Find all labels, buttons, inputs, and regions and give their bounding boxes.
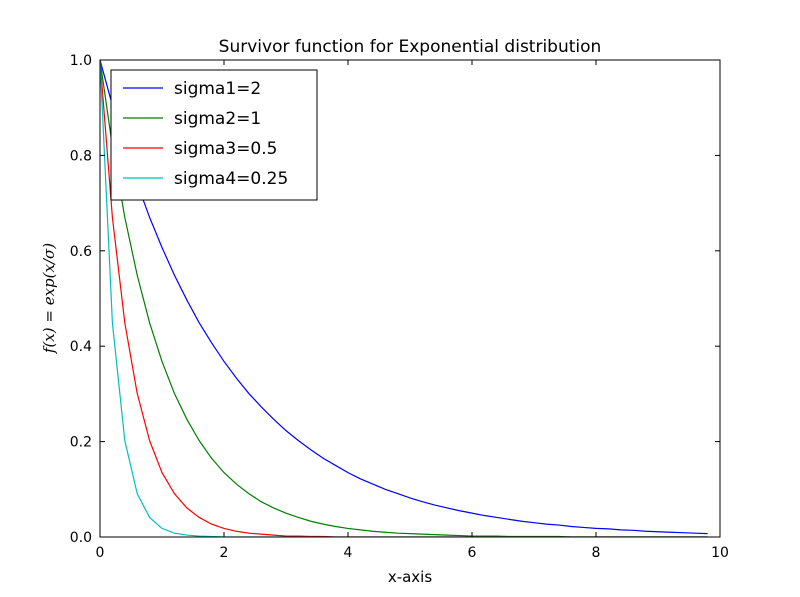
x-tick-label: 8	[592, 545, 601, 561]
y-tick-label: 0.8	[70, 148, 92, 164]
legend: sigma1=2 sigma2=1 sigma3=0.5 sigma4=0.25	[110, 69, 318, 201]
x-tick-label: 4	[344, 545, 353, 561]
legend-label: sigma4=0.25	[174, 169, 288, 189]
series-line-2	[100, 60, 708, 537]
y-tick-label: 0.4	[70, 339, 92, 355]
x-tick-label: 10	[711, 545, 729, 561]
chart-title: Survivor function for Exponential distri…	[219, 37, 602, 57]
plot-frame	[99, 59, 721, 538]
series-line-1	[100, 60, 708, 535]
axis-ticks: 0 2 4 6 8 10 0.0 0.2 0.4 0.6 0.8 1.0	[70, 53, 729, 561]
y-tick-label: 0.2	[70, 435, 92, 451]
x-axis-label: x-axis	[388, 568, 433, 586]
y-tick-label: 1.0	[70, 53, 92, 69]
legend-label: sigma3=0.5	[174, 139, 277, 159]
x-tick-label: 0	[96, 545, 105, 561]
x-tick-label: 6	[468, 545, 477, 561]
legend-label: sigma1=2	[174, 79, 261, 99]
series-line-3	[100, 60, 708, 537]
y-tick-label: 0.0	[70, 530, 92, 546]
x-tick-label: 2	[220, 545, 229, 561]
series-line-4	[100, 60, 708, 537]
y-tick-label: 0.6	[70, 244, 92, 260]
plot-lines	[100, 60, 708, 537]
y-axis-label: f(x) = exp(x/σ)	[40, 243, 58, 354]
legend-label: sigma2=1	[174, 109, 261, 129]
